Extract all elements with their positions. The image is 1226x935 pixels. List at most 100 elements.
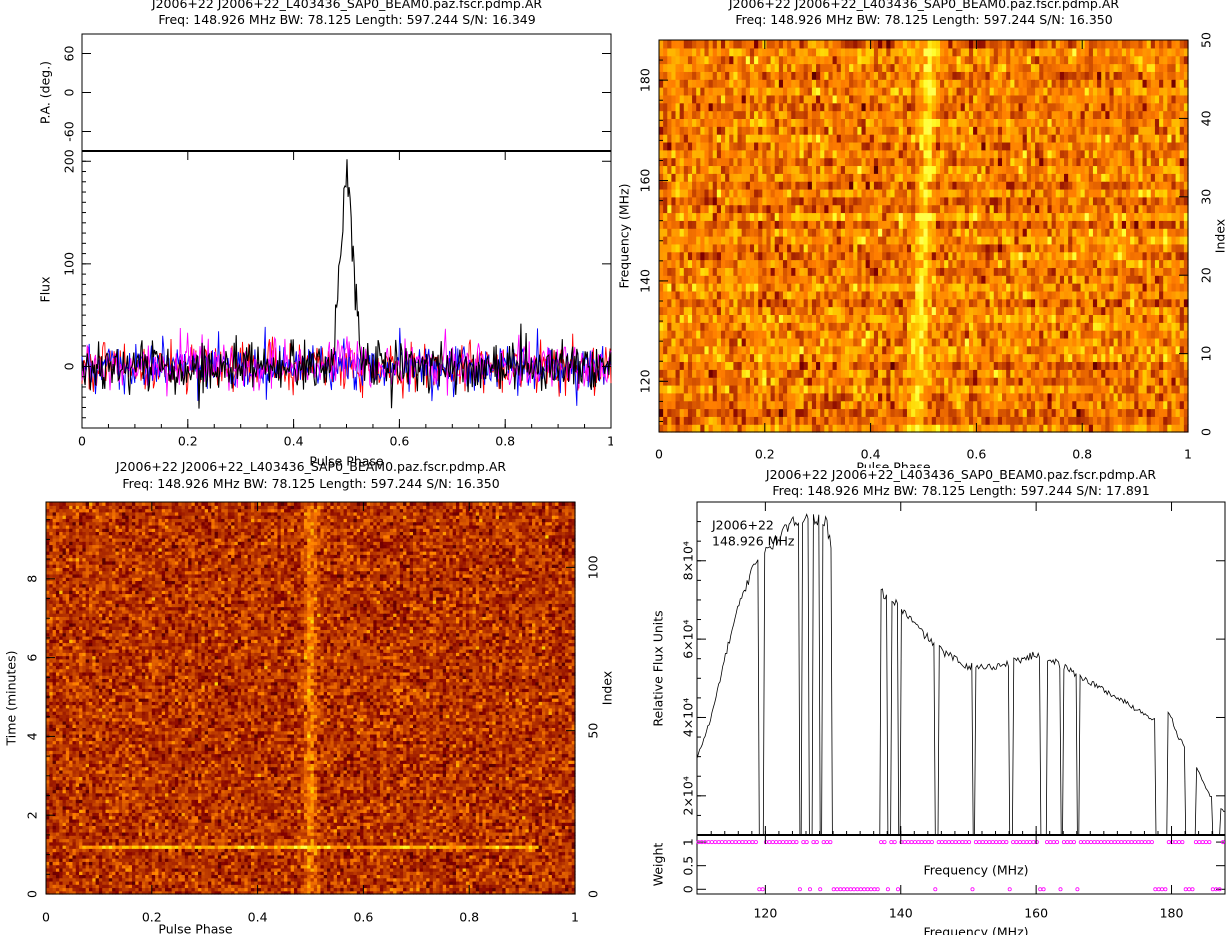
- heatmap-cell: [1014, 290, 1020, 300]
- heatmap-cell: [1092, 290, 1098, 300]
- heatmap-cell: [1047, 267, 1053, 276]
- heatmap-cell: [1080, 322, 1086, 331]
- heatmap-cell: [1080, 165, 1086, 174]
- heatmap-cell: [696, 165, 701, 174]
- heatmap-cell: [1163, 283, 1168, 292]
- heatmap-cell: [1154, 377, 1160, 386]
- heatmap-cell: [894, 134, 900, 143]
- heatmap-cell: [1134, 361, 1139, 370]
- heatmap-cell: [692, 236, 697, 245]
- heatmap-cell: [1134, 424, 1139, 433]
- heatmap-cell: [989, 275, 995, 284]
- heatmap-cell: [886, 322, 892, 331]
- heatmap-cell: [1121, 236, 1127, 245]
- heatmap-cell: [1134, 251, 1139, 261]
- heatmap-cell: [1084, 259, 1090, 268]
- heatmap-cell: [774, 330, 780, 339]
- heatmap-cell: [687, 337, 693, 347]
- heatmap-cell: [981, 236, 987, 245]
- heatmap-cell: [1117, 220, 1123, 229]
- heatmap-cell: [1059, 400, 1065, 410]
- profile-subtitle: Freq: 148.926 MHz BW: 78.125 Length: 597…: [82, 12, 612, 27]
- heatmap-cell: [849, 290, 854, 300]
- heatmap-cell: [737, 212, 743, 221]
- heatmap-cell: [1092, 173, 1098, 182]
- heatmap-cell: [663, 251, 668, 261]
- heatmap-cell: [1084, 149, 1090, 159]
- heatmap-cell: [977, 259, 982, 268]
- heatmap-cell: [878, 181, 883, 190]
- heatmap-cell: [861, 149, 867, 159]
- heatmap-cell: [968, 157, 974, 167]
- heatmap-cell: [811, 345, 817, 355]
- heatmap-cell: [1018, 196, 1024, 206]
- heatmap-cell: [840, 384, 846, 394]
- heatmap-cell: [886, 204, 892, 214]
- heatmap-cell: [1175, 157, 1181, 167]
- heatmap-cell: [902, 259, 908, 268]
- heatmap-cell: [1109, 345, 1115, 355]
- heatmap-cell: [1006, 283, 1011, 292]
- heatmap-cell: [886, 345, 892, 355]
- heatmap-cell: [663, 353, 668, 363]
- heatmap-cell: [1113, 306, 1119, 315]
- heatmap-cell: [849, 181, 854, 190]
- heatmap-cell: [944, 298, 949, 308]
- heatmap-cell: [1109, 314, 1115, 323]
- heatmap-cell: [778, 298, 784, 308]
- heatmap-cell: [1088, 353, 1094, 363]
- heatmap-cell: [807, 400, 813, 410]
- heatmap-cell: [1121, 298, 1127, 308]
- heatmap-cell: [766, 337, 772, 347]
- heatmap-cell: [952, 259, 958, 268]
- heatmap-cell: [878, 188, 883, 198]
- heatmap-cell: [1010, 181, 1016, 190]
- heatmap-cell: [1109, 275, 1115, 284]
- heatmap-cell: [1167, 141, 1173, 151]
- heatmap-cell: [1051, 369, 1057, 378]
- heatmap-cell: [811, 290, 817, 300]
- heatmap-cell: [1068, 157, 1073, 167]
- heatmap-cell: [1134, 141, 1139, 151]
- heatmap-cell: [807, 267, 813, 276]
- heatmap-cell: [1130, 408, 1135, 417]
- heatmap-cell: [720, 369, 726, 378]
- heatmap-cell: [886, 416, 892, 425]
- heatmap-cell: [873, 424, 879, 433]
- heatmap-cell: [733, 126, 739, 135]
- heatmap-cell: [1047, 384, 1053, 394]
- heatmap-cell: [692, 392, 697, 402]
- heatmap-cell: [1134, 298, 1139, 308]
- heatmap-cell: [1167, 322, 1173, 331]
- heatmap-cell: [692, 165, 697, 174]
- heatmap-cell: [931, 173, 937, 182]
- heatmap-cell: [898, 157, 904, 167]
- heatmap-cell: [1138, 196, 1144, 206]
- heatmap-cell: [824, 306, 830, 315]
- heatmap-cell: [898, 392, 904, 402]
- heatmap-cell: [927, 259, 933, 268]
- heatmap-cell: [844, 220, 850, 229]
- heatmap-cell: [1171, 290, 1177, 300]
- heatmap-cell: [733, 196, 739, 206]
- heatmap-cell: [795, 314, 801, 323]
- heatmap-cell: [667, 377, 672, 386]
- heatmap-cell: [720, 173, 726, 182]
- heatmap-cell: [898, 220, 904, 229]
- heatmap-cell: [927, 298, 933, 308]
- heatmap-cell: [671, 298, 677, 308]
- heatmap-cell: [1022, 345, 1028, 355]
- heatmap-cell: [696, 275, 701, 284]
- heatmap-cell: [1059, 157, 1065, 167]
- heatmap-cell: [1030, 353, 1036, 363]
- heatmap-cell: [1068, 141, 1073, 151]
- heatmap-cell: [820, 134, 825, 143]
- heatmap-cell: [659, 400, 664, 410]
- heatmap-cell: [737, 392, 743, 402]
- heatmap-cell: [745, 408, 751, 417]
- heatmap-cell: [1163, 353, 1168, 363]
- heatmap-cell: [824, 173, 830, 182]
- heatmap-cell: [836, 314, 842, 323]
- heatmap-cell: [1117, 392, 1123, 402]
- heatmap-cell: [1175, 322, 1181, 331]
